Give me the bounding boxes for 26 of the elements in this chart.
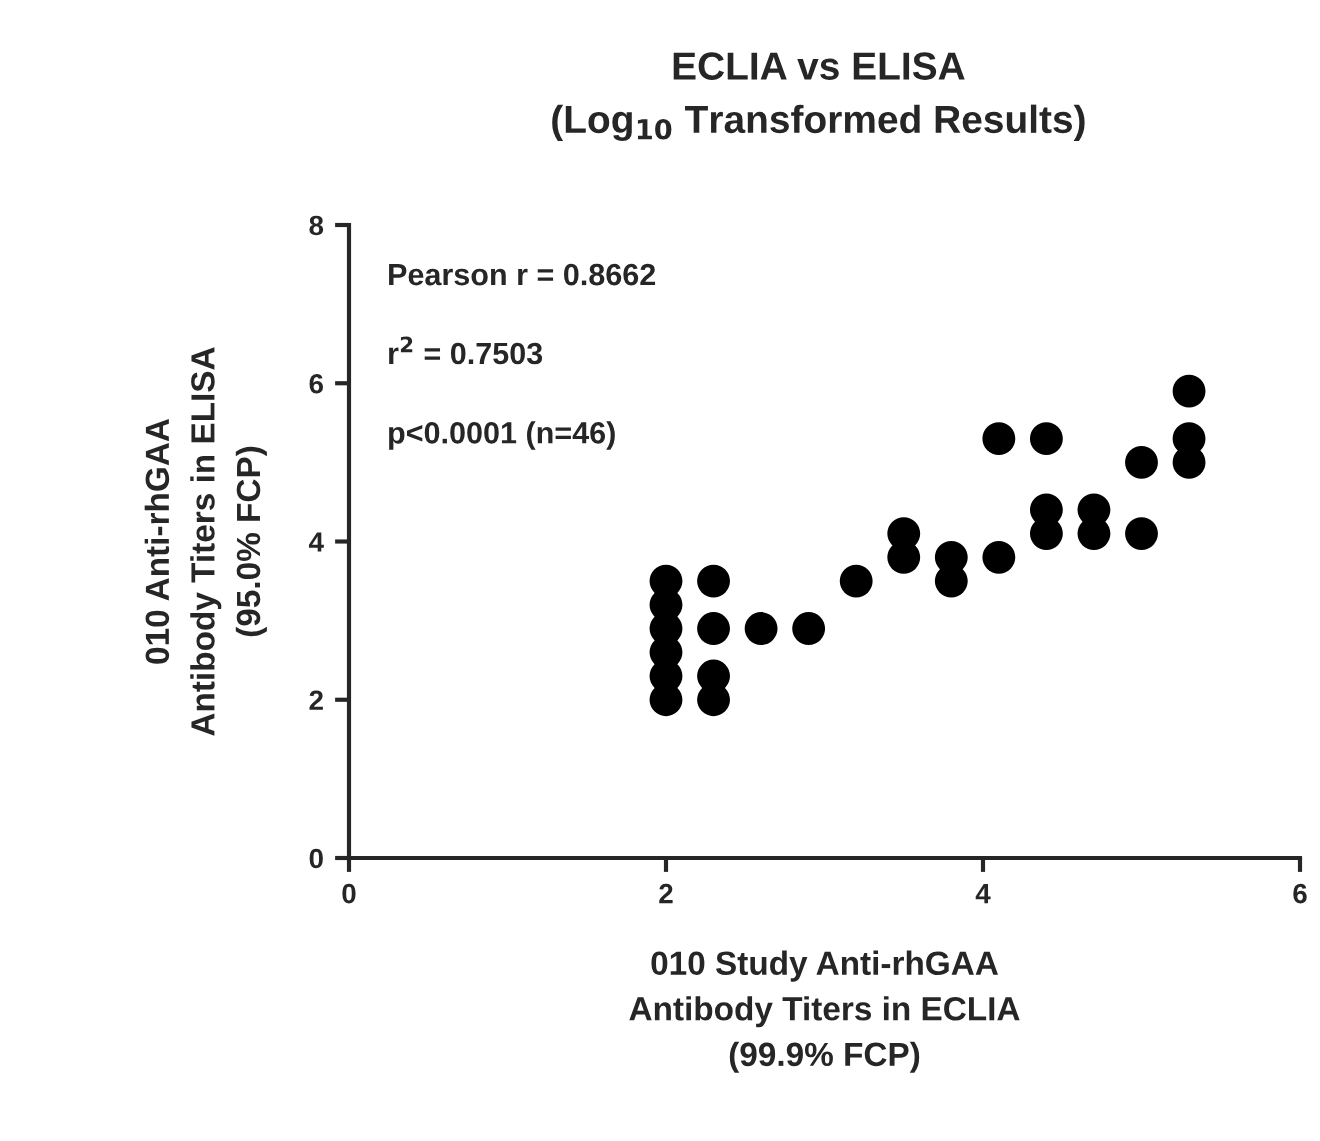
point	[982, 540, 1016, 574]
x-tick-label: 2	[659, 883, 673, 904]
point	[792, 612, 826, 645]
x-tick-label: 6	[1293, 883, 1307, 904]
chart-title: ECLIA vs ELISA (Log$_{10}$ Transformed Results)	[552, 52, 1085, 142]
point	[697, 564, 730, 598]
point	[1125, 517, 1158, 551]
y-tick-label: 2	[309, 690, 323, 710]
y-axis-title: 010 Anti-rhGAA Antibody Titers in ELISA (95.0% FCP)	[144, 347, 267, 736]
y-tick-label: 8	[309, 215, 324, 236]
annotation: p<0.0001 (n=46)	[389, 421, 615, 450]
point	[744, 612, 778, 645]
point	[839, 564, 873, 598]
point	[982, 422, 1016, 456]
y-tick-label: 6	[309, 373, 323, 394]
point	[1172, 374, 1206, 408]
point	[697, 612, 730, 645]
y-tick-label: 4	[308, 532, 324, 552]
x-tick-label: 4	[975, 884, 991, 904]
point	[1029, 422, 1063, 456]
y-tick-label: 0	[309, 848, 323, 869]
annotation: Pearson r = 0.8662	[389, 263, 656, 286]
x-axis-title: 010 Study Anti-rhGAA Antibody Titers in ECLIA (99.9% FCP)	[629, 950, 1020, 1073]
x-tick-label: 0	[342, 883, 356, 904]
point	[1125, 445, 1158, 479]
annotation: r$^{2}$ = 0.7503	[389, 336, 543, 365]
